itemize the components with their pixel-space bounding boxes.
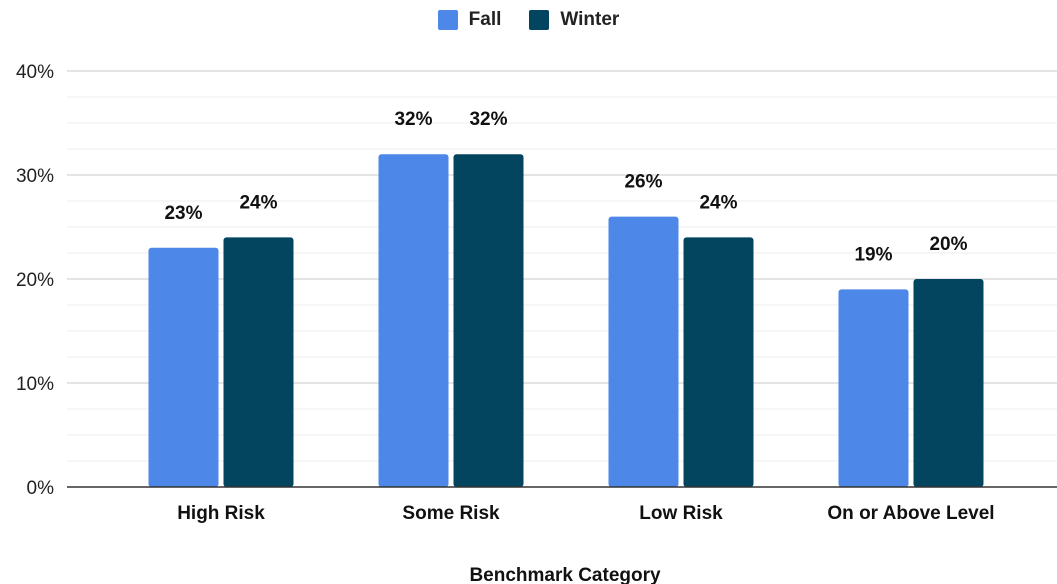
data-label: 23% (164, 203, 202, 224)
x-tick-label: Some Risk (402, 503, 500, 524)
legend-item-winter[interactable]: Winter (529, 9, 619, 31)
bar-winter-4[interactable] (913, 279, 984, 487)
data-label: 32% (469, 109, 507, 130)
bar-winter-1[interactable] (223, 237, 294, 487)
legend-item-fall[interactable]: Fall (437, 9, 502, 31)
bar-fall-2[interactable] (378, 154, 449, 487)
x-axis: High Risk Some Risk Low Risk On or Above Le… (67, 486, 1057, 524)
y-tick-label: 30% (16, 166, 54, 187)
data-label: 20% (929, 234, 967, 255)
data-label: 26% (624, 172, 662, 193)
x-tick-label: On or Above Level (827, 503, 994, 524)
bar-fall-3[interactable] (608, 216, 679, 487)
bar-winter-3[interactable] (683, 237, 754, 487)
legend-label-winter: Winter (560, 9, 620, 30)
data-label: 32% (394, 109, 432, 130)
bar-fall-1[interactable] (148, 247, 219, 487)
y-axis: 0% 10% 20% 30% 40% (16, 62, 54, 499)
y-tick-label: 20% (16, 270, 54, 291)
bar-fall-4[interactable] (838, 289, 909, 487)
legend-swatch-winter (529, 10, 550, 30)
data-labels: 23% 24% 32% 32% 26% 24% 19% 20% (164, 109, 967, 265)
y-tick-label: 0% (27, 478, 55, 499)
data-label: 24% (239, 192, 277, 213)
y-tick-label: 40% (16, 62, 54, 83)
x-tick-label: Low Risk (639, 503, 723, 524)
legend: Fall Winter (0, 7, 1057, 33)
legend-swatch-fall (437, 10, 458, 30)
data-label: 24% (699, 192, 737, 213)
data-label: 19% (854, 244, 892, 265)
x-tick-label: High Risk (177, 503, 265, 524)
x-axis-title: Benchmark Category (469, 565, 661, 584)
bar-winter-2[interactable] (453, 154, 524, 487)
legend-label-fall: Fall (468, 9, 502, 30)
bars (148, 154, 984, 487)
y-tick-label: 10% (16, 374, 54, 395)
